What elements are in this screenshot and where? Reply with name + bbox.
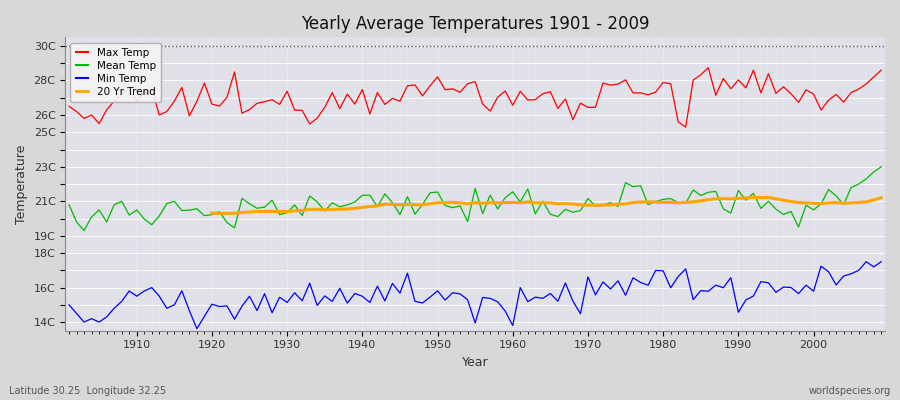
Y-axis label: Temperature: Temperature (15, 144, 28, 224)
Text: worldspecies.org: worldspecies.org (809, 386, 891, 396)
X-axis label: Year: Year (462, 356, 489, 369)
Text: Latitude 30.25  Longitude 32.25: Latitude 30.25 Longitude 32.25 (9, 386, 166, 396)
Legend: Max Temp, Mean Temp, Min Temp, 20 Yr Trend: Max Temp, Mean Temp, Min Temp, 20 Yr Tre… (70, 42, 161, 102)
Title: Yearly Average Temperatures 1901 - 2009: Yearly Average Temperatures 1901 - 2009 (301, 15, 650, 33)
